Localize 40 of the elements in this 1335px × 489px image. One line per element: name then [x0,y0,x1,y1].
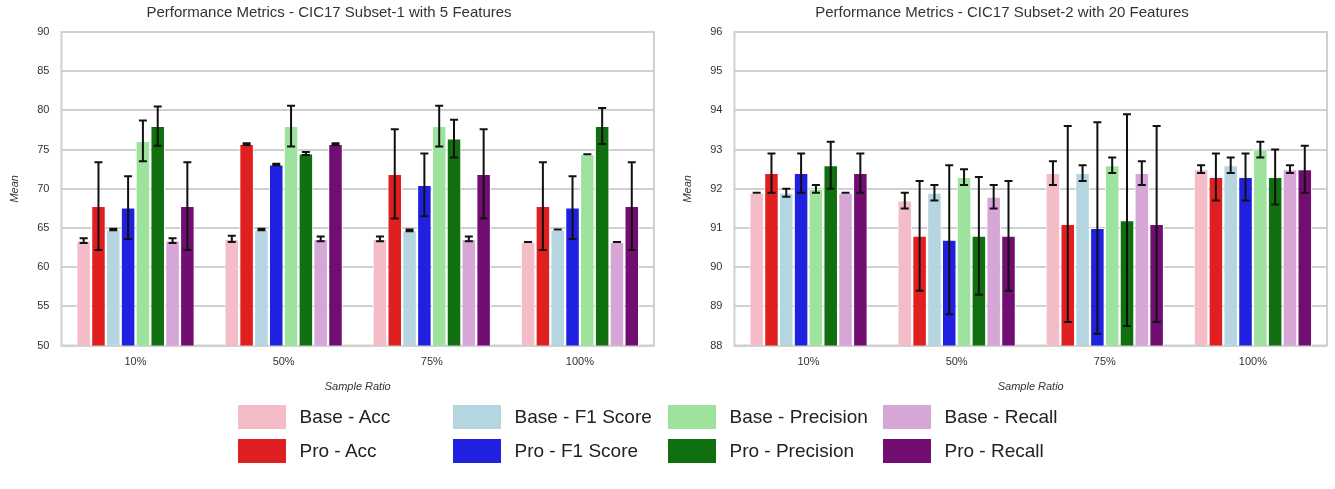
y-tick-label: 65 [37,221,50,234]
y-tick-label: 94 [710,103,723,116]
x-tick-label: 50% [272,355,295,368]
chart-title: Performance Metrics - CIC17 Subset-2 with 20 Features [815,3,1189,21]
y-tick-label: 85 [37,64,50,77]
x-axis-title: Sample Ratio [997,380,1064,393]
legend-label: Pro - Acc [299,440,377,462]
legend-label: Pro - F1 Score [514,440,639,462]
chart-title: Performance Metrics - CIC17 Subset-1 with 5 Features [146,3,512,21]
legend-label: Base - Recall [944,406,1058,428]
legend-label: Base - F1 Score [514,406,652,428]
y-tick-label: 96 [710,25,723,38]
y-tick-label: 55 [37,299,50,312]
legend-label: Pro - Precision [729,440,855,462]
x-tick-label: 100% [565,355,595,368]
y-axis-title: Mean [680,175,693,203]
x-tick-label: 10% [797,355,820,368]
y-tick-label: 75 [37,142,50,155]
y-tick-label: 60 [37,260,50,273]
legend-label: Pro - Recall [944,440,1044,462]
x-tick-label: 100% [1238,355,1268,368]
y-tick-label: 89 [710,299,723,312]
y-tick-label: 90 [710,260,723,273]
legend-label: Base - Precision [729,406,868,428]
x-tick-label: 10% [124,355,147,368]
y-axis-title: Mean [7,175,20,203]
legend-label: Base - Acc [299,406,391,428]
y-tick-label: 92 [710,181,723,194]
y-tick-label: 70 [37,181,50,194]
y-tick-label: 88 [710,338,723,351]
x-tick-label: 75% [420,355,444,368]
y-tick-label: 93 [710,142,723,155]
y-tick-label: 90 [37,25,50,38]
y-tick-label: 91 [710,221,723,234]
x-tick-label: 50% [945,355,968,368]
x-axis-title: Sample Ratio [324,380,391,393]
y-tick-label: 95 [710,64,723,77]
y-tick-label: 80 [37,103,50,116]
y-tick-label: 50 [37,338,50,351]
x-tick-label: 75% [1093,355,1117,368]
